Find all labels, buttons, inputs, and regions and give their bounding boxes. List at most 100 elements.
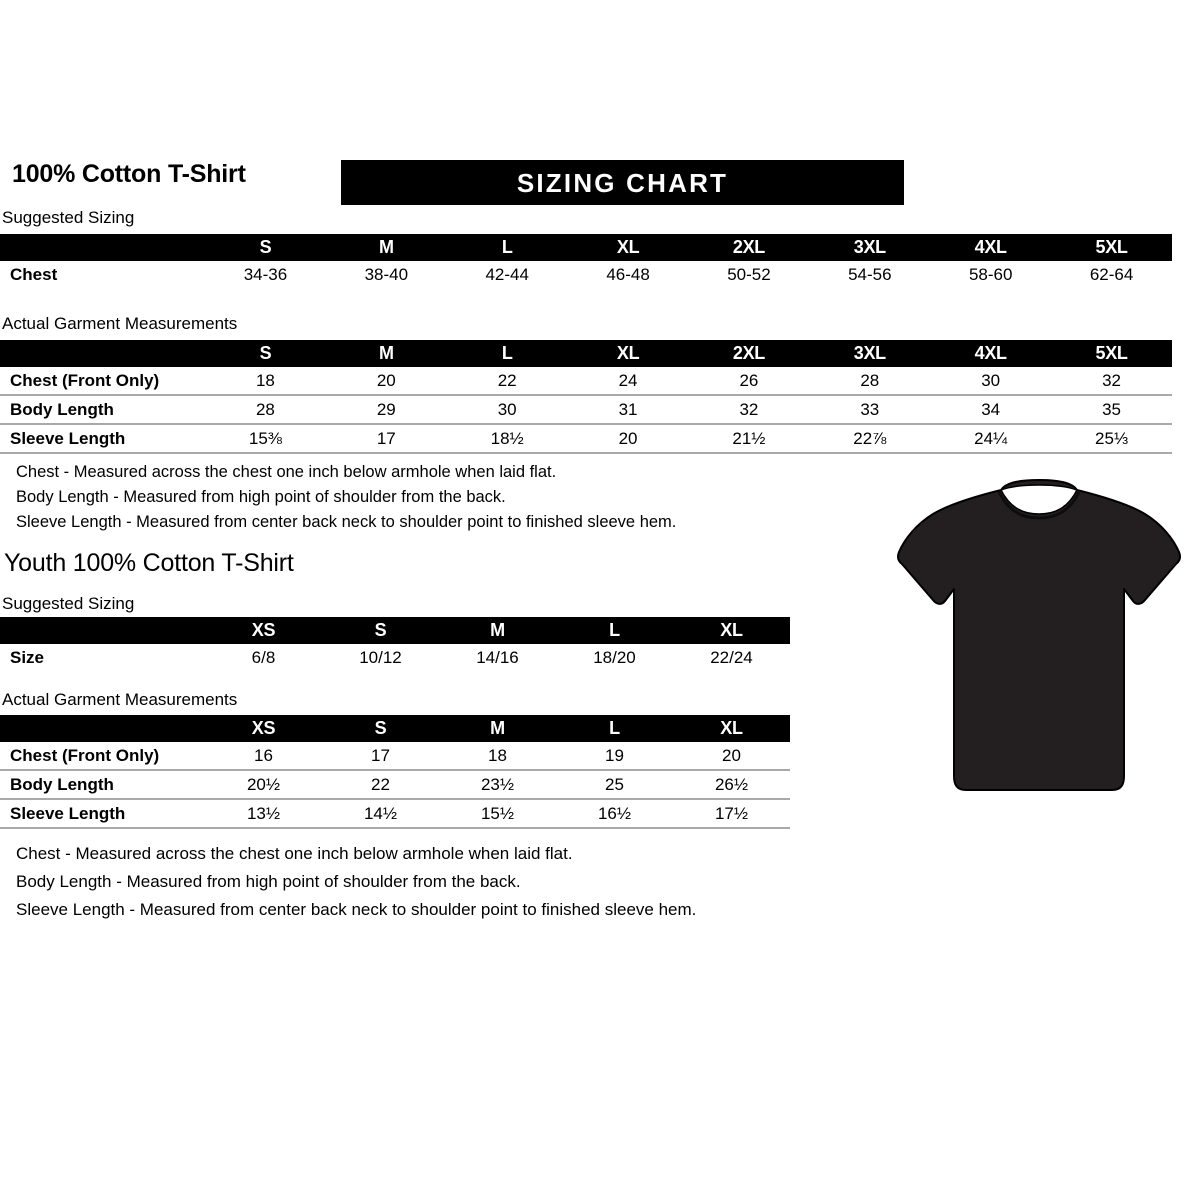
- adult-measurement-notes: Chest - Measured across the chest one in…: [16, 460, 676, 535]
- adult-suggested-sizing-caption: Suggested Sizing: [2, 208, 135, 227]
- cell-bodylength-m: 29: [325, 394, 447, 424]
- row-label-chest-front-only: Chest (Front Only): [10, 745, 160, 765]
- column-header-5xl: 5XL: [1051, 234, 1172, 261]
- row-label-sleeve-length: Sleeve Length: [0, 423, 205, 454]
- table-header-row: S M L XL 2XL 3XL 4XL 5XL: [0, 340, 1172, 367]
- cell-chest-5xl: 62-64: [1089, 264, 1134, 284]
- table-header-row: S M L XL 2XL 3XL 4XL 5XL: [0, 234, 1172, 261]
- column-header-label: [0, 617, 205, 644]
- table-row: Sleeve Length 15⅜ 17 18½ 20 21½ 22⅞ 24¼ …: [0, 423, 1172, 454]
- column-header-5xl: 5XL: [1051, 340, 1172, 367]
- column-header-l: L: [556, 617, 673, 644]
- column-header-xl: XL: [567, 340, 689, 367]
- youth-suggested-sizing-caption: Suggested Sizing: [2, 594, 135, 613]
- cell-chestfront-4xl: 30: [981, 370, 1001, 390]
- table-row: Size 6/8 10/12 14/16 18/20 22/24: [0, 644, 790, 671]
- cell-sleevelength-m: 17: [325, 423, 447, 454]
- cell-chest-l: 42-44: [485, 264, 529, 284]
- adult-suggested-sizing-table: S M L XL 2XL 3XL 4XL 5XL Chest 34-36 38-…: [0, 234, 1172, 288]
- cell-bodylength-s: 28: [205, 394, 326, 424]
- sizing-chart-banner-label: SIZING CHART: [516, 168, 729, 198]
- cell-chest-3xl: 54-56: [848, 264, 892, 284]
- youth-measurement-notes: Chest - Measured across the chest one in…: [16, 840, 696, 924]
- black-tshirt-icon: [897, 479, 1181, 791]
- column-header-s: S: [205, 340, 326, 367]
- cell-sleevelength-l: 18½: [446, 423, 568, 454]
- cell-sleevelength-xs: 13½: [205, 798, 322, 829]
- column-header-l: L: [446, 234, 568, 261]
- cell-chestfront-l: 19: [605, 745, 624, 765]
- cell-chestfront-xl: 20: [722, 745, 741, 765]
- column-header-4xl: 4XL: [930, 340, 1052, 367]
- cell-bodylength-m: 23½: [439, 769, 556, 799]
- youth-actual-measurements-caption: Actual Garment Measurements: [2, 690, 238, 709]
- youth-actual-measurements-table: XS S M L XL Chest (Front Only) 16 17 18 …: [0, 715, 790, 829]
- youth-section-title: Youth 100% Cotton T-Shirt: [4, 549, 294, 577]
- column-header-l: L: [556, 715, 673, 742]
- column-header-s: S: [322, 617, 439, 644]
- row-label-chest: Chest: [10, 264, 58, 284]
- row-label-size: Size: [10, 647, 45, 667]
- column-header-xs: XS: [205, 715, 322, 742]
- cell-chestfront-s: 18: [255, 370, 275, 390]
- cell-chest-xl: 46-48: [606, 264, 650, 284]
- table-header-row: XS S M L XL: [0, 715, 790, 742]
- cell-chestfront-2xl: 26: [739, 370, 759, 390]
- page-title: 100% Cotton T-Shirt: [12, 160, 246, 188]
- cell-bodylength-l: 30: [446, 394, 568, 424]
- cell-chestfront-m: 20: [376, 370, 396, 390]
- note-sleeve-length: Sleeve Length - Measured from center bac…: [16, 513, 677, 531]
- cell-bodylength-s: 22: [322, 769, 439, 799]
- table-row: Body Length 28 29 30 31 32 33 34 35: [0, 394, 1172, 424]
- note-body-length: Body Length - Measured from high point o…: [16, 488, 506, 506]
- cell-sleevelength-3xl: 22⅞: [809, 423, 931, 454]
- column-header-s: S: [322, 715, 439, 742]
- cell-bodylength-2xl: 32: [688, 394, 810, 424]
- cell-size-xl: 22/24: [710, 647, 753, 667]
- note-body-length: Body Length - Measured from high point o…: [16, 872, 521, 891]
- column-header-4xl: 4XL: [930, 234, 1052, 261]
- column-header-m: M: [325, 234, 447, 261]
- row-label-chest-front-only: Chest (Front Only): [10, 370, 160, 390]
- cell-chest-s: 34-36: [243, 264, 288, 284]
- cell-sleevelength-xl: 20: [567, 423, 689, 454]
- cell-sleevelength-l: 16½: [556, 798, 673, 829]
- cell-bodylength-3xl: 33: [809, 394, 931, 424]
- column-header-xl: XL: [673, 617, 790, 644]
- cell-bodylength-4xl: 34: [930, 394, 1052, 424]
- table-header-row: XS S M L XL: [0, 617, 790, 644]
- cell-size-m: 14/16: [476, 647, 519, 667]
- cell-bodylength-5xl: 35: [1051, 394, 1172, 424]
- note-chest: Chest - Measured across the chest one in…: [16, 463, 557, 481]
- column-header-m: M: [325, 340, 447, 367]
- cell-chestfront-m: 18: [488, 745, 507, 765]
- cell-chestfront-3xl: 28: [860, 370, 880, 390]
- column-header-2xl: 2XL: [688, 340, 810, 367]
- row-label-body-length: Body Length: [0, 394, 205, 424]
- chart-header: 100% Cotton T-Shirt SIZING CHART: [0, 160, 1200, 208]
- cell-bodylength-xs: 20½: [205, 769, 322, 799]
- adult-actual-measurements-table: S M L XL 2XL 3XL 4XL 5XL Chest (Front On…: [0, 340, 1172, 454]
- cell-sleevelength-5xl: 25⅓: [1051, 423, 1172, 454]
- cell-chestfront-5xl: 32: [1102, 370, 1122, 390]
- cell-sleevelength-s: 14½: [322, 798, 439, 829]
- column-header-3xl: 3XL: [809, 234, 931, 261]
- column-header-label: [0, 340, 205, 367]
- column-header-m: M: [439, 617, 556, 644]
- column-header-label: [0, 715, 205, 742]
- column-header-l: L: [446, 340, 568, 367]
- cell-bodylength-xl: 26½: [673, 769, 790, 799]
- cell-sleevelength-4xl: 24¼: [930, 423, 1052, 454]
- cell-chest-2xl: 50-52: [727, 264, 771, 284]
- note-sleeve-length: Sleeve Length - Measured from center bac…: [16, 900, 697, 919]
- table-row: Body Length 20½ 22 23½ 25 26½: [0, 769, 790, 799]
- column-header-xl: XL: [673, 715, 790, 742]
- cell-chestfront-s: 17: [371, 745, 390, 765]
- cell-chest-m: 38-40: [364, 264, 409, 284]
- cell-chestfront-l: 22: [497, 370, 517, 390]
- table-row: Sleeve Length 13½ 14½ 15½ 16½ 17½: [0, 798, 790, 829]
- cell-sleevelength-xl: 17½: [673, 798, 790, 829]
- row-label-sleeve-length: Sleeve Length: [0, 798, 205, 829]
- youth-suggested-sizing-table: XS S M L XL Size 6/8 10/12 14/16 18/20 2…: [0, 617, 790, 671]
